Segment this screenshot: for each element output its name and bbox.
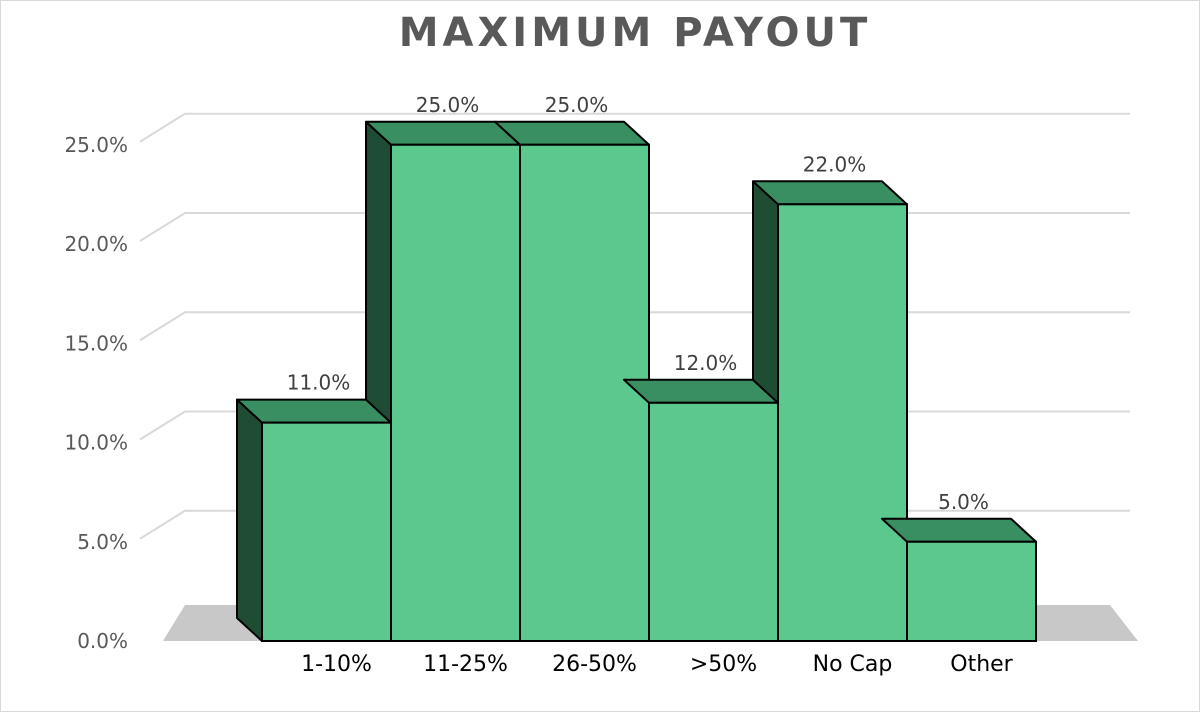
y-tick-label: 0.0%: [77, 629, 128, 653]
bar: [623, 378, 779, 642]
bar: [881, 517, 1037, 642]
bar-top-face: [236, 398, 392, 424]
y-tick-label: 5.0%: [77, 530, 128, 554]
bar-front-face: [906, 540, 1037, 642]
bar: [494, 120, 650, 642]
category-labels: 1-10% 11-25% 26-50% >50% No Cap Other: [301, 652, 1014, 677]
bar-side-face: [236, 398, 263, 642]
bar-top-face: [365, 120, 521, 146]
bar: [752, 180, 908, 643]
bar-top-face: [752, 180, 908, 206]
bar-front-face: [390, 143, 521, 642]
data-labels: 11.0% 25.0% 25.0% 12.0% 22.0% 5.0%: [287, 93, 989, 514]
category-label: 1-10%: [301, 652, 372, 677]
bar-top-face: [623, 378, 779, 404]
y-tick-label: 20.0%: [64, 232, 128, 256]
y-tick-label: 10.0%: [64, 431, 128, 455]
data-label: 25.0%: [416, 93, 480, 117]
bar-front-face: [777, 203, 908, 643]
category-label: No Cap: [813, 652, 893, 677]
category-label: Other: [950, 652, 1013, 677]
bar-side-face: [365, 120, 392, 424]
bar-front-face: [261, 421, 392, 642]
chart-title: MAXIMUM PAYOUT: [398, 10, 872, 56]
y-tick-label: 15.0%: [64, 331, 128, 355]
bar: [236, 398, 392, 642]
category-label: 26-50%: [552, 652, 637, 677]
category-label: >50%: [690, 652, 757, 677]
y-tick-label: 25.0%: [64, 133, 128, 157]
y-axis-ticks: 0.0% 5.0% 10.0% 15.0% 20.0% 25.0%: [64, 133, 128, 653]
data-label: 25.0%: [545, 93, 609, 117]
bar-side-face: [752, 180, 779, 404]
data-label: 11.0%: [287, 371, 351, 395]
bar-front-face: [519, 143, 650, 642]
data-label: 5.0%: [938, 490, 989, 514]
bars: [236, 120, 1037, 643]
bar-front-face: [648, 401, 779, 642]
category-label: 11-25%: [423, 652, 508, 677]
data-label: 12.0%: [674, 351, 738, 375]
bar-top-face: [494, 120, 650, 146]
gridline: [139, 112, 1130, 143]
bar-top-face: [881, 517, 1037, 543]
data-label: 22.0%: [803, 152, 867, 176]
